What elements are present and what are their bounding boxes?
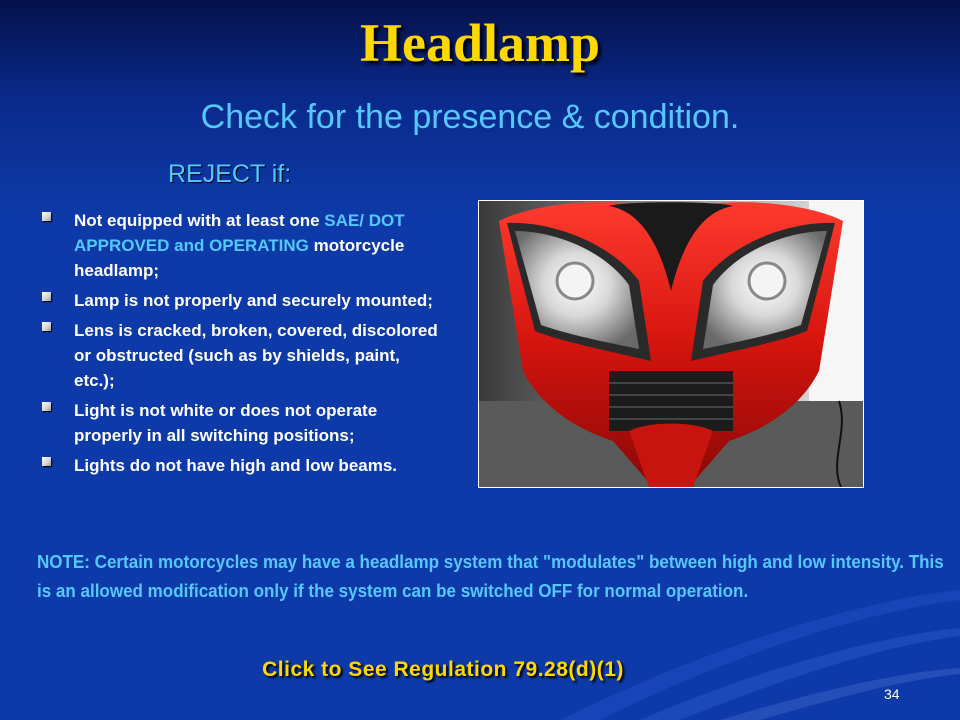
square-bullet-icon: [42, 212, 51, 221]
bullet-highlight: SAE/ DOT APPROVED and OPERATING: [74, 211, 405, 255]
bullet-text: Lamp is not properly and securely mounte…: [74, 291, 433, 310]
reject-heading: REJECT if:: [168, 160, 292, 188]
regulation-link[interactable]: Click to See Regulation 79.28(d)(1): [262, 658, 624, 681]
note-text: NOTE: Certain motorcycles may have a hea…: [37, 551, 944, 601]
square-bullet-icon: [42, 322, 51, 331]
square-bullet-icon: [42, 457, 51, 466]
list-item: Lights do not have high and low beams.: [38, 453, 438, 478]
list-item: Lens is cracked, broken, covered, discol…: [38, 318, 438, 393]
page-number: 34: [884, 686, 900, 702]
bullet-text: motorcycle headlamp;: [74, 236, 405, 280]
bullet-text: Not equipped with at least one: [74, 211, 325, 230]
list-item: Not equipped with at least one SAE/ DOT …: [38, 208, 438, 283]
motorcycle-headlamp-icon: [479, 201, 863, 487]
square-bullet-icon: [42, 292, 51, 301]
motorcycle-headlamp-photo: [478, 200, 864, 488]
bullet-text: Lights do not have high and low beams.: [74, 456, 398, 475]
square-bullet-icon: [42, 402, 51, 411]
slide-title: Headlamp: [359, 13, 601, 73]
bullet-text: Light is not white or does not operate p…: [74, 401, 378, 445]
list-item: Lamp is not properly and securely mounte…: [38, 288, 438, 313]
slide-subtitle: Check for the presence & condition.: [200, 98, 740, 136]
list-item: Light is not white or does not operate p…: [38, 398, 438, 448]
bullet-text: Lens is cracked, broken, covered, discol…: [74, 321, 438, 390]
reject-criteria-list: Not equipped with at least one SAE/ DOT …: [38, 208, 438, 483]
